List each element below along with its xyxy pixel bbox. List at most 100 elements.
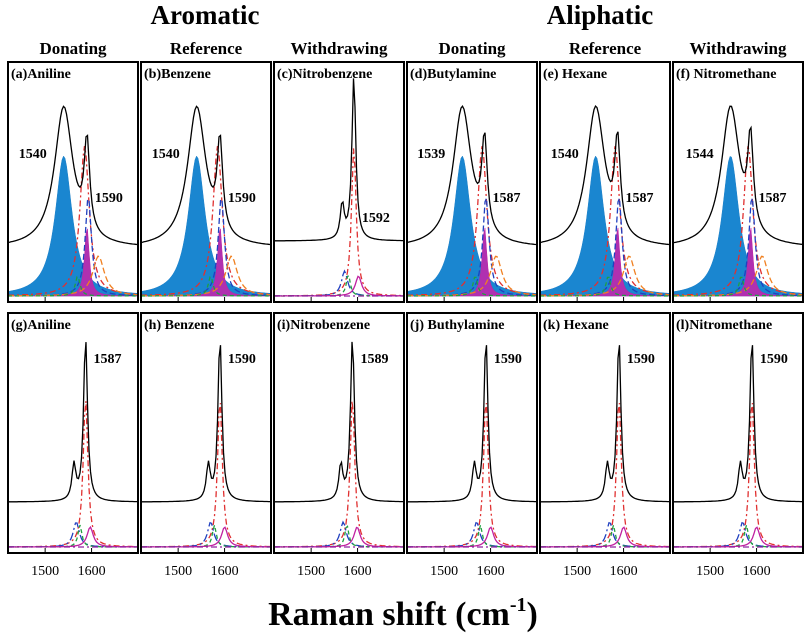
panel-label: (f) Nitromethane — [676, 67, 776, 82]
x-tick-label: 1500 — [563, 564, 591, 579]
spectrum-curve — [407, 345, 536, 503]
spectrum-curve — [540, 524, 669, 548]
spectrum-curve — [8, 522, 137, 548]
panel-frame — [406, 61, 538, 303]
column-header: Withdrawing — [291, 39, 388, 58]
x-tick-label: 1500 — [297, 564, 325, 579]
peak-label: 1587 — [493, 191, 521, 206]
spectrum-curve — [274, 275, 403, 297]
peak-label: 1540 — [551, 147, 579, 162]
spectrum-curve — [407, 276, 536, 297]
spectrum-curve — [274, 401, 403, 548]
column-header: Donating — [438, 39, 506, 58]
spectrum-curve — [140, 105, 271, 246]
peak-label: 1590 — [760, 352, 788, 367]
panel-label: (h) Benzene — [144, 318, 214, 333]
column-header: Withdrawing — [690, 39, 787, 58]
spectrum-curve — [274, 78, 403, 242]
peak-label: 1589 — [360, 352, 388, 367]
panel-label: (l)Nitromethane — [676, 318, 772, 333]
spectrum-curve — [540, 345, 669, 503]
panel-label: (b)Benzene — [144, 67, 211, 82]
x-tick-label: 1600 — [610, 564, 638, 579]
panel-frame — [273, 312, 405, 554]
peak-label: 1544 — [686, 147, 714, 162]
group-title: Aliphatic — [547, 0, 654, 30]
spectrum-curve — [8, 342, 137, 503]
panel-frame — [7, 61, 139, 303]
peak-label: 1590 — [228, 191, 256, 206]
panel-label: (k) Hexane — [543, 318, 609, 333]
column-header: Donating — [39, 39, 107, 58]
panel-label: (e) Hexane — [543, 67, 607, 82]
fitted-peak-area — [672, 156, 804, 297]
x-axis-label-end: ) — [527, 596, 538, 633]
peak-label: 1592 — [362, 211, 390, 226]
panel-frame — [273, 61, 405, 303]
spectrum-curve — [141, 402, 270, 548]
panel-frame — [539, 61, 671, 303]
x-tick-label: 1600 — [477, 564, 505, 579]
x-tick-label: 1600 — [211, 564, 239, 579]
spectrum-curve — [540, 276, 669, 297]
panel-label: (a)Aniline — [11, 67, 71, 82]
panel-frame — [672, 312, 804, 554]
spectrum-curve — [274, 269, 403, 297]
peak-label: 1539 — [417, 147, 445, 162]
fitted-peak-area — [7, 155, 139, 297]
spectrum-curve — [407, 521, 536, 548]
group-title: Aromatic — [151, 0, 260, 30]
spectrum-curve — [407, 402, 536, 548]
spectrum-curve — [8, 145, 138, 296]
spectrum-curve — [539, 104, 670, 246]
peak-label: 1540 — [152, 147, 180, 162]
column-header: Reference — [170, 39, 243, 58]
panel-frame — [140, 312, 272, 554]
spectrum-curve — [274, 148, 403, 297]
spectrum-curve — [672, 105, 803, 245]
peak-label: 1590 — [494, 352, 522, 367]
peak-label: 1587 — [759, 191, 787, 206]
spectrum-curve — [274, 520, 403, 548]
panel-label: (j) Buthylamine — [410, 318, 505, 333]
x-axis-label-sup: -1 — [510, 594, 527, 616]
spectrum-curve — [274, 341, 403, 503]
spectrum-curve — [406, 104, 537, 246]
spectrum-curve — [8, 276, 137, 297]
peak-label: 1590 — [228, 352, 256, 367]
x-tick-label: 1600 — [78, 564, 106, 579]
x-tick-label: 1500 — [164, 564, 192, 579]
spectrum-curve — [141, 145, 271, 296]
panel-frame — [140, 61, 272, 303]
panel-frame — [539, 312, 671, 554]
spectrum-curve — [673, 276, 802, 297]
spectrum-curve — [540, 521, 669, 548]
panel-frame — [672, 61, 804, 303]
spectrum-curve — [406, 146, 537, 296]
peak-label: 1590 — [627, 352, 655, 367]
panel-frame — [406, 312, 538, 554]
spectrum-curve — [539, 146, 670, 296]
fitted-peak-area — [140, 155, 272, 297]
panel-label: (g)Aniline — [11, 318, 71, 333]
spectrum-curve — [274, 275, 403, 297]
spectrum-curve — [673, 345, 802, 503]
panel-label: (c)Nitrobenzene — [277, 67, 372, 82]
peak-label: 1590 — [95, 191, 123, 206]
spectrum-curve — [672, 146, 803, 296]
panel-label: (i)Nitrobenzene — [277, 318, 370, 333]
panel-label: (d)Butylamine — [410, 67, 496, 82]
spectrum-curve — [8, 525, 137, 548]
x-tick-label: 1500 — [696, 564, 724, 579]
peak-label: 1587 — [94, 352, 122, 367]
spectrum-curve — [7, 105, 138, 246]
spectrum-curve — [141, 521, 270, 548]
spectrum-curve — [8, 401, 138, 548]
spectrum-curve — [407, 524, 536, 548]
fitted-peak-area — [406, 155, 538, 297]
x-tick-label: 1500 — [31, 564, 59, 579]
spectrum-curve — [141, 524, 270, 548]
spectrum-curve — [141, 345, 270, 503]
x-tick-label: 1600 — [344, 564, 372, 579]
